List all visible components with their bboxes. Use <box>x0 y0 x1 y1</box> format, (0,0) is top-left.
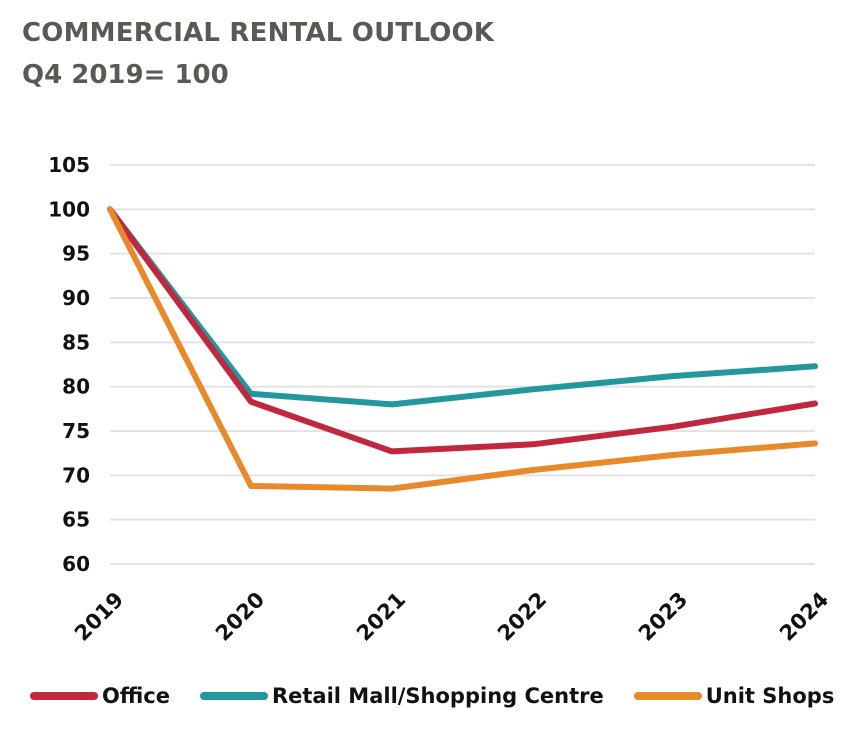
y-tick-label: 75 <box>62 419 90 443</box>
y-tick-label: 65 <box>62 508 90 532</box>
y-tick-label: 90 <box>62 286 90 310</box>
series-line-office <box>107 206 818 455</box>
y-tick-label: 70 <box>62 463 90 487</box>
x-tick-label: 2024 <box>775 587 833 645</box>
legend-swatch-unit-shops <box>633 692 702 700</box>
series-line-retail-mall-shopping-centre <box>107 206 818 408</box>
legend-item-office: Office <box>30 684 170 708</box>
y-tick-label: 85 <box>62 330 90 354</box>
x-tick-label: 2022 <box>493 587 551 645</box>
legend-swatch-office <box>30 692 98 700</box>
legend: Office Retail Mall/Shopping Centre Unit … <box>30 684 834 708</box>
x-tick-label: 2023 <box>634 587 692 645</box>
x-axis-ticks: 2019 2020 2021 2022 2023 2024 <box>70 587 833 645</box>
x-tick-label: 2021 <box>352 587 410 645</box>
gridlines <box>110 164 815 565</box>
series-line-unit-shops <box>107 206 818 492</box>
legend-label-office: Office <box>102 684 170 708</box>
legend-swatch-retail-mall <box>199 692 268 700</box>
y-tick-label: 60 <box>62 552 90 576</box>
y-axis-ticks: 105 100 95 90 85 80 75 70 65 60 <box>48 153 90 576</box>
x-tick-label: 2020 <box>211 587 269 645</box>
legend-label-unit-shops: Unit Shops <box>705 684 835 708</box>
legend-label-retail-mall: Retail Mall/Shopping Centre <box>271 684 604 708</box>
y-tick-label: 95 <box>62 242 90 266</box>
legend-item-retail-mall: Retail Mall/Shopping Centre <box>199 684 604 708</box>
chart-title: COMMERCIAL RENTAL OUTLOOK <box>22 18 495 48</box>
series-lines <box>107 206 818 492</box>
y-tick-label: 105 <box>48 153 90 177</box>
y-tick-label: 100 <box>48 197 90 221</box>
x-tick-label: 2019 <box>70 587 128 645</box>
y-tick-label: 80 <box>62 375 90 399</box>
legend-item-unit-shops: Unit Shops <box>633 684 835 708</box>
chart-subtitle: Q4 2019= 100 <box>22 60 229 90</box>
